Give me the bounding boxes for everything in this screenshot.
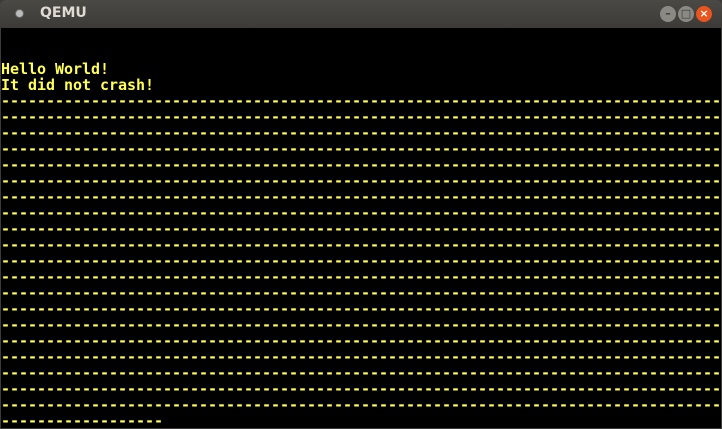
dash-fill-line: ------------------	[1, 412, 164, 428]
dash-fill-line: ----------------------------------------…	[1, 300, 721, 318]
console-line	[1, 28, 721, 44]
dash-fill-line: ----------------------------------------…	[1, 364, 721, 382]
dash-fill-line: ----------------------------------------…	[1, 124, 721, 142]
window-title: QEMU	[40, 5, 87, 21]
dash-fill-line: ----------------------------------------…	[1, 92, 721, 110]
dash-fill-line: ----------------------------------------…	[1, 252, 721, 270]
maximize-button[interactable]: □	[678, 6, 694, 22]
dash-fill-line: ----------------------------------------…	[1, 172, 721, 190]
dash-fill-line: ----------------------------------------…	[1, 108, 721, 126]
dash-fill-line: ----------------------------------------…	[1, 236, 721, 254]
dash-fill-line: ----------------------------------------…	[1, 268, 721, 286]
dash-fill-line: ----------------------------------------…	[1, 156, 721, 174]
close-button[interactable]: ×	[696, 6, 712, 22]
vga-text-screen[interactable]: Hello World! It did not crash! ---------…	[1, 28, 721, 428]
dash-fill-line: ----------------------------------------…	[1, 284, 721, 302]
dash-fill-line: ----------------------------------------…	[1, 380, 721, 398]
dash-fill-line: ----------------------------------------…	[1, 204, 721, 222]
dash-fill-line: ----------------------------------------…	[1, 140, 721, 158]
window-menu-icon[interactable]	[16, 10, 23, 17]
dash-fill-line: ----------------------------------------…	[1, 316, 721, 334]
minimize-button[interactable]: –	[660, 6, 676, 22]
console-line-hello: Hello World!	[1, 60, 110, 78]
dash-fill-line: ----------------------------------------…	[1, 220, 721, 238]
console-line-status: It did not crash!	[1, 76, 155, 94]
dash-fill-line: ----------------------------------------…	[1, 188, 721, 206]
console-line	[1, 44, 721, 60]
dash-fill-line: ----------------------------------------…	[1, 348, 721, 366]
title-bar[interactable]: QEMU – □ ×	[0, 0, 722, 28]
dash-fill-line: ----------------------------------------…	[1, 332, 721, 350]
dash-fill-line: ----------------------------------------…	[1, 396, 721, 414]
